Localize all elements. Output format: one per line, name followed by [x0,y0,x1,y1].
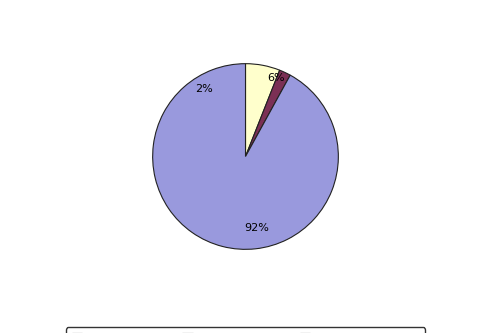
Wedge shape [246,70,290,157]
Wedge shape [153,64,338,249]
Legend: Wages & Salaries, Employee Benefits, Operating Expenses: Wages & Salaries, Employee Benefits, Ope… [66,327,425,333]
Text: 92%: 92% [244,222,269,232]
Text: 6%: 6% [267,73,285,83]
Wedge shape [246,64,280,157]
Text: 2%: 2% [195,84,213,94]
